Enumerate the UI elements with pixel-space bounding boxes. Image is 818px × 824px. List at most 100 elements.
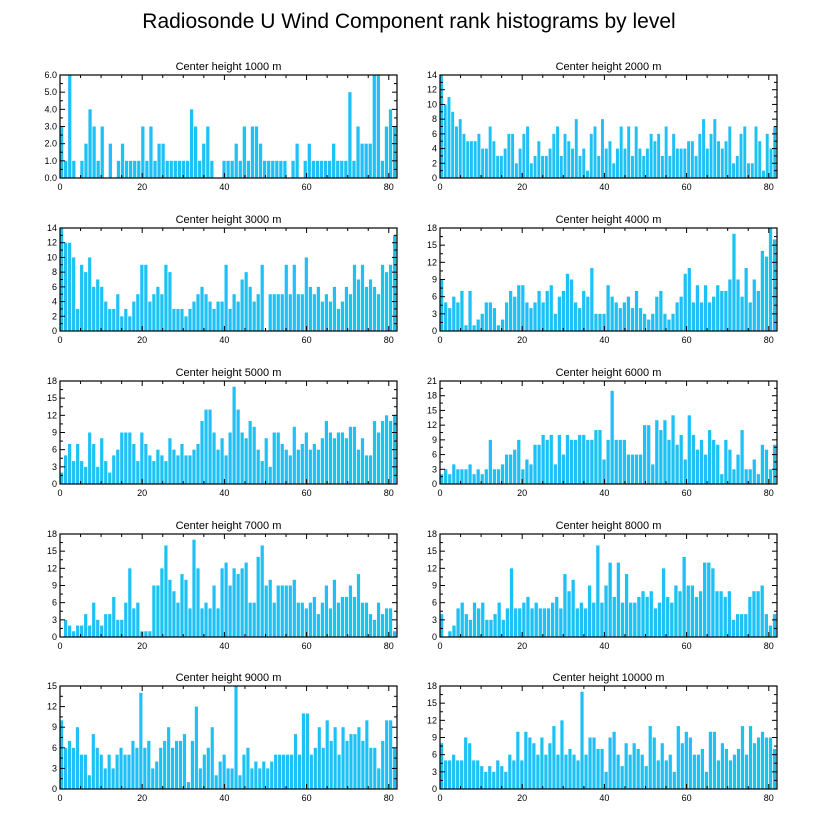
histogram-bar bbox=[348, 92, 352, 178]
histogram-bar bbox=[513, 296, 517, 331]
histogram-bar bbox=[497, 602, 501, 637]
histogram-bar bbox=[612, 163, 616, 178]
histogram-bar bbox=[743, 126, 747, 178]
histogram-bar bbox=[364, 143, 368, 178]
histogram-bar bbox=[300, 602, 304, 637]
histogram-bar bbox=[529, 163, 533, 178]
histogram-bar bbox=[610, 390, 614, 484]
histogram-bar bbox=[687, 268, 691, 331]
histogram-bar bbox=[448, 631, 452, 637]
histogram-bar bbox=[563, 574, 567, 637]
histogram-bar bbox=[344, 596, 349, 637]
x-tick-label: 40 bbox=[599, 182, 609, 192]
histogram-bar bbox=[364, 602, 369, 637]
histogram-bar bbox=[260, 461, 264, 484]
histogram-bar bbox=[702, 119, 706, 178]
y-tick-label: 18 bbox=[427, 223, 437, 233]
histogram-bar bbox=[624, 574, 629, 637]
histogram-bar bbox=[732, 469, 736, 484]
histogram-bar bbox=[773, 126, 777, 178]
histogram-bar bbox=[168, 438, 172, 484]
histogram-bar bbox=[647, 319, 651, 331]
histogram-bar bbox=[280, 585, 284, 637]
histogram-bar bbox=[63, 747, 68, 789]
x-tick-label: 0 bbox=[437, 641, 442, 651]
histogram-bar bbox=[76, 308, 80, 331]
histogram-bar bbox=[252, 602, 256, 637]
histogram-bar bbox=[112, 455, 116, 484]
histogram-bar bbox=[695, 285, 700, 331]
histogram-bar bbox=[666, 596, 670, 637]
histogram-bar bbox=[504, 454, 509, 484]
histogram-bar bbox=[476, 608, 481, 637]
histogram-bar bbox=[266, 768, 270, 789]
histogram-bar bbox=[128, 316, 132, 331]
histogram-bar bbox=[653, 608, 658, 637]
histogram-bar bbox=[372, 619, 377, 637]
histogram-bar bbox=[563, 133, 567, 178]
histogram-bar bbox=[476, 319, 480, 331]
histogram-bar bbox=[204, 409, 208, 484]
histogram-bar bbox=[517, 285, 521, 331]
histogram-bar bbox=[713, 119, 717, 178]
x-tick-label: 60 bbox=[302, 793, 312, 803]
y-tick-label: 8 bbox=[52, 267, 57, 277]
y-tick-label: 9 bbox=[432, 275, 437, 285]
histogram-bar bbox=[68, 75, 72, 178]
histogram-bar bbox=[712, 731, 717, 789]
histogram-bar bbox=[364, 286, 369, 331]
y-tick-label: 9 bbox=[432, 581, 437, 591]
histogram-bar bbox=[388, 608, 393, 637]
histogram-bar bbox=[604, 148, 608, 178]
histogram-bar bbox=[292, 426, 296, 484]
histogram-bar bbox=[267, 160, 271, 178]
histogram-bar bbox=[194, 706, 198, 789]
histogram-bar bbox=[224, 455, 228, 484]
histogram-bar bbox=[769, 148, 773, 178]
histogram-bar bbox=[448, 474, 452, 484]
histogram-bar bbox=[92, 126, 96, 178]
histogram-bar bbox=[468, 743, 472, 789]
histogram-bar bbox=[120, 143, 125, 178]
histogram-bar bbox=[638, 148, 642, 178]
histogram-bar bbox=[360, 602, 365, 637]
panel-title: Center height 5000 m bbox=[176, 367, 282, 379]
histogram-bar bbox=[610, 296, 614, 331]
y-tick-label: 12 bbox=[427, 420, 437, 430]
histogram-bar bbox=[606, 439, 610, 484]
y-tick-label: 15 bbox=[47, 546, 57, 556]
histogram-bar bbox=[240, 568, 244, 637]
y-tick-label: 6.0 bbox=[44, 70, 57, 80]
histogram-bar bbox=[645, 596, 649, 637]
x-tick-label: 0 bbox=[57, 488, 62, 498]
y-tick-label: 6 bbox=[432, 598, 437, 608]
histogram-bar bbox=[731, 619, 736, 637]
histogram-bar bbox=[196, 443, 200, 484]
y-tick-label: 15 bbox=[427, 405, 437, 415]
y-tick-label: 3 bbox=[432, 615, 437, 625]
histogram-bar bbox=[282, 754, 286, 789]
histogram-bar bbox=[496, 760, 500, 789]
histogram-bar bbox=[608, 562, 612, 637]
histogram-bar bbox=[728, 760, 733, 789]
y-tick-label: 3 bbox=[52, 763, 57, 773]
histogram-bar bbox=[756, 591, 760, 637]
histogram-bar bbox=[456, 760, 460, 789]
x-tick-label: 0 bbox=[437, 488, 442, 498]
histogram-bar bbox=[744, 614, 748, 637]
histogram-bar bbox=[460, 760, 464, 789]
histogram-bar bbox=[476, 760, 480, 789]
histogram-bar bbox=[91, 734, 95, 789]
histogram-bar bbox=[145, 160, 149, 178]
histogram-bar bbox=[472, 325, 476, 331]
y-tick-label: 6 bbox=[52, 445, 57, 455]
histogram-bar bbox=[324, 421, 328, 484]
histogram-panel-6: Center height 6000 m 0 20 40 60 80 0 3 6 9 12 15 18 2… bbox=[427, 367, 778, 498]
histogram-bar bbox=[152, 461, 156, 484]
histogram-bar bbox=[68, 242, 72, 331]
histogram-bar bbox=[244, 562, 248, 637]
x-tick-label: 80 bbox=[764, 335, 774, 345]
histogram-bar bbox=[671, 313, 675, 331]
histogram-bar bbox=[598, 313, 602, 331]
histogram-bar bbox=[188, 308, 192, 331]
